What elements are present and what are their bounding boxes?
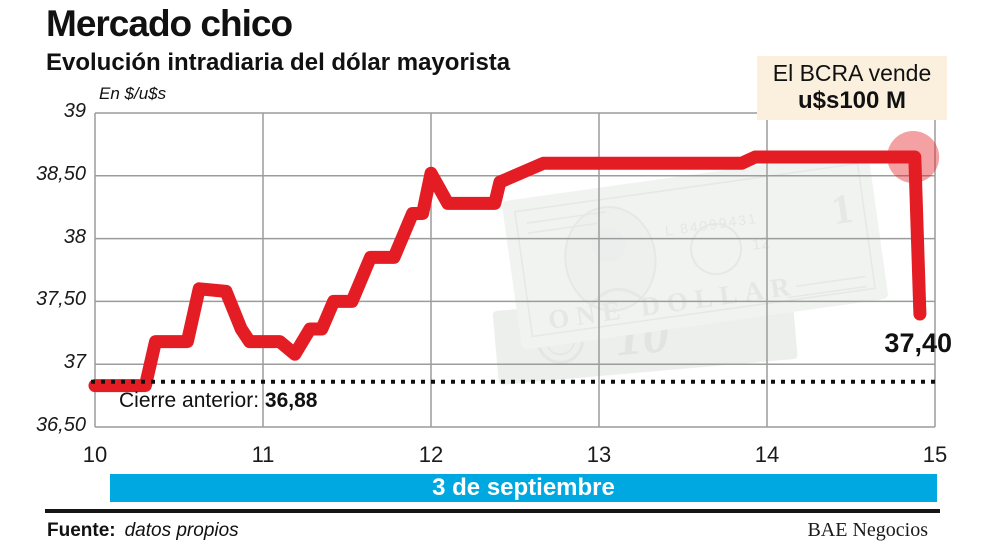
x-tick-label: 10 (82, 442, 108, 467)
last-price-label: 37,40 (884, 328, 952, 358)
y-tick-label: 37 (63, 351, 86, 374)
publisher-credit: BAE Negocios (807, 519, 928, 541)
footer-divider (45, 509, 940, 513)
y-axis-unit-label: En $/u$s (99, 84, 167, 103)
source-label: Fuente: (47, 520, 116, 541)
y-tick-label: 38,50 (35, 162, 86, 185)
previous-close-value: 36,88 (264, 389, 318, 412)
x-tick-label: 14 (754, 442, 780, 467)
x-tick-label: 13 (586, 442, 612, 467)
page-subtitle: Evolución intradiaria del dólar mayorist… (46, 49, 511, 76)
source-credit: Fuente: datos propios (47, 520, 239, 542)
event-annotation: El BCRA vende u$s100 M (757, 56, 947, 120)
one-dollar-watermark: L 84099431 12 1 ONE DOLLAR (502, 150, 888, 350)
dollar-bills-watermark: 10 L 84099431 12 1 ONE DOLLAR (492, 150, 888, 385)
x-tick-label: 12 (418, 442, 444, 467)
source-value: datos propios (124, 520, 239, 541)
event-annotation-line2: u$s100 M (797, 87, 907, 114)
page-title: Mercado chico (46, 3, 293, 44)
x-tick-label: 15 (922, 442, 948, 467)
y-tick-label: 39 (63, 100, 86, 122)
y-tick-label: 36,50 (35, 414, 86, 436)
previous-close-label: Cierre anterior: 36,88 (119, 389, 317, 413)
event-annotation-line1: El BCRA vende (772, 60, 932, 86)
x-tick-label: 11 (251, 442, 275, 467)
ten-note-watermark: 10 (492, 285, 798, 385)
event-marker-circle (887, 130, 940, 183)
y-tick-label: 38 (63, 225, 86, 248)
note-denomination-text: 10 (613, 303, 672, 367)
previous-close-label-text: Cierre anterior: (119, 389, 260, 412)
bill-plate-text: 12 (751, 235, 771, 254)
date-bar-label: 3 de septiembre (432, 474, 615, 501)
y-tick-label: 37,50 (35, 288, 86, 311)
date-bar: 3 de septiembre (110, 474, 937, 502)
price-line-series (88, 150, 927, 393)
